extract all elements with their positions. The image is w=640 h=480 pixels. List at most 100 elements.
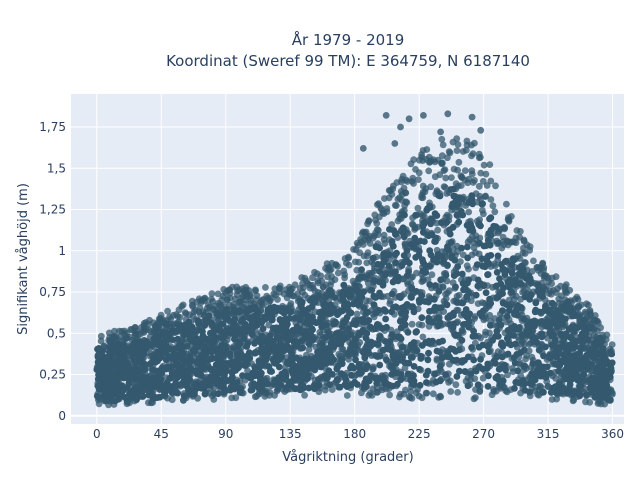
data-point xyxy=(327,333,334,341)
data-point xyxy=(438,354,446,362)
data-point xyxy=(115,346,122,353)
data-point xyxy=(172,379,180,387)
data-point xyxy=(395,273,402,281)
data-point xyxy=(562,369,570,377)
data-point xyxy=(471,375,479,383)
data-point xyxy=(397,123,404,131)
data-point xyxy=(435,288,443,295)
data-point xyxy=(239,285,246,293)
data-point xyxy=(398,343,406,351)
data-point xyxy=(131,354,139,362)
data-point xyxy=(216,301,224,308)
data-point xyxy=(386,381,393,389)
data-point xyxy=(351,258,359,266)
data-point xyxy=(165,353,173,360)
data-point xyxy=(540,363,548,371)
data-point xyxy=(567,357,575,365)
data-point xyxy=(360,304,368,311)
data-point xyxy=(475,182,483,190)
data-point xyxy=(537,270,545,277)
data-point xyxy=(197,310,204,318)
data-point xyxy=(140,350,148,358)
data-point xyxy=(485,348,493,356)
data-point xyxy=(145,399,152,407)
data-point xyxy=(426,247,434,255)
data-point xyxy=(404,370,412,378)
data-point xyxy=(481,263,489,271)
data-point xyxy=(557,282,564,290)
data-point xyxy=(185,360,193,367)
data-points xyxy=(93,110,616,409)
data-point xyxy=(421,218,429,226)
data-point xyxy=(345,356,353,363)
data-point xyxy=(472,367,480,375)
data-point xyxy=(578,365,585,372)
data-point xyxy=(352,356,359,364)
data-point xyxy=(140,325,148,333)
data-point xyxy=(94,353,102,361)
data-point xyxy=(159,316,167,324)
data-point xyxy=(541,307,549,314)
data-point xyxy=(479,374,487,382)
data-point xyxy=(127,389,135,396)
data-point xyxy=(334,269,342,277)
data-point xyxy=(334,262,341,270)
data-point xyxy=(261,313,269,321)
data-point xyxy=(440,183,448,191)
data-point xyxy=(162,365,170,373)
data-point xyxy=(433,258,441,266)
data-point xyxy=(479,200,486,208)
data-point xyxy=(444,314,452,321)
data-point xyxy=(452,283,459,291)
data-point xyxy=(124,363,132,371)
data-point xyxy=(439,283,447,290)
data-point xyxy=(347,309,355,317)
data-point xyxy=(359,145,367,152)
data-point xyxy=(465,265,472,273)
data-point xyxy=(403,349,410,356)
data-point xyxy=(498,339,506,347)
data-point xyxy=(280,290,288,298)
data-point xyxy=(365,343,373,351)
data-point xyxy=(557,343,565,351)
data-point xyxy=(292,342,300,350)
data-point xyxy=(388,371,396,378)
data-point xyxy=(113,390,121,398)
y-tick-label: 1,75 xyxy=(39,120,66,134)
data-point xyxy=(155,382,163,390)
data-point xyxy=(117,333,125,340)
data-point xyxy=(296,284,304,292)
data-point xyxy=(185,318,193,326)
data-point xyxy=(334,311,341,318)
data-point xyxy=(502,366,509,374)
data-point xyxy=(392,268,399,276)
data-point xyxy=(322,334,329,341)
data-point xyxy=(286,347,294,355)
data-point xyxy=(381,271,389,279)
data-point xyxy=(443,218,451,226)
data-point xyxy=(236,389,244,396)
data-point xyxy=(407,341,415,349)
data-point xyxy=(376,267,383,275)
data-point xyxy=(418,314,426,322)
data-point xyxy=(345,325,352,332)
data-point xyxy=(491,262,499,270)
data-point xyxy=(199,335,206,343)
data-point xyxy=(383,205,391,212)
data-point xyxy=(322,375,330,382)
data-point xyxy=(453,135,461,143)
data-point xyxy=(431,210,439,218)
data-point xyxy=(349,277,357,285)
data-point xyxy=(532,306,540,314)
data-point xyxy=(230,306,238,314)
data-point xyxy=(296,316,303,324)
data-point xyxy=(229,325,237,333)
data-point xyxy=(425,340,433,347)
data-point xyxy=(229,283,236,291)
data-point xyxy=(569,345,577,352)
data-point xyxy=(399,224,407,232)
data-point xyxy=(508,269,516,277)
data-point xyxy=(328,386,336,393)
x-tick-label: 225 xyxy=(408,427,431,441)
data-point xyxy=(269,341,276,348)
